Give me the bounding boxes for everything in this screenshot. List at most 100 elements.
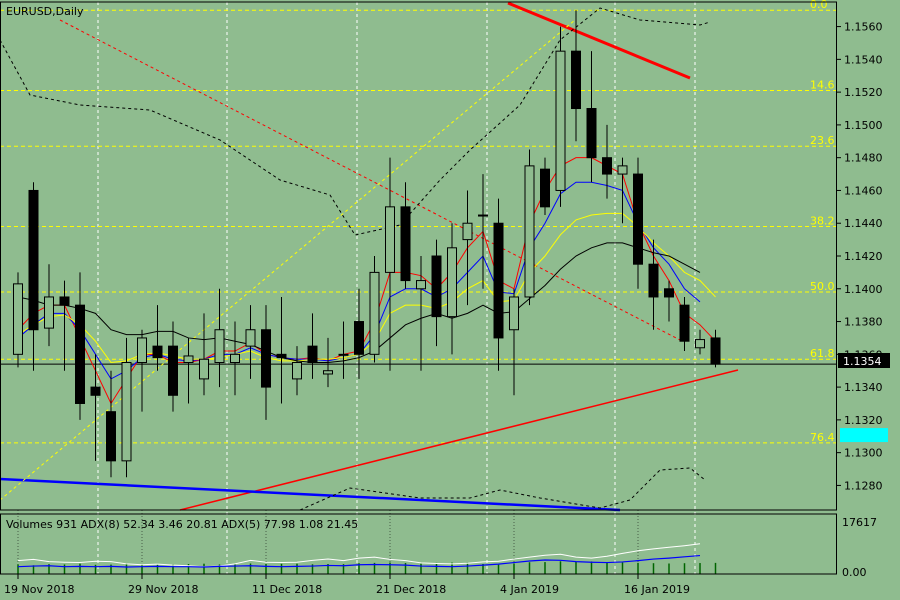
indicator-plot-frame bbox=[0, 513, 837, 575]
price-tick-label: 1.1500 bbox=[844, 119, 883, 132]
candle bbox=[571, 10, 581, 142]
price-tick-label: 1.1540 bbox=[844, 53, 883, 66]
candle bbox=[168, 321, 178, 412]
date-tick-label: 19 Nov 2018 bbox=[4, 583, 74, 596]
chart-axes: 1.1560 1.1540 1.1520 1.1500 1.1480 1.1460 1.14… bbox=[0, 1, 883, 596]
price-tick-label: 1.1520 bbox=[844, 86, 883, 99]
candle-body-bull bbox=[447, 247, 457, 318]
candle bbox=[602, 124, 612, 199]
candle bbox=[509, 288, 519, 396]
lower-envelope-line bbox=[299, 467, 706, 511]
fib-level-label: 50.0 bbox=[810, 280, 835, 293]
candle-body-bear bbox=[710, 337, 721, 365]
date-tick-label: 29 Nov 2018 bbox=[128, 583, 198, 596]
candle-body-bear bbox=[602, 157, 612, 175]
candle-body-bear bbox=[540, 168, 550, 208]
ma-red-line bbox=[17, 157, 716, 405]
candle-body-bull bbox=[524, 165, 535, 298]
candle bbox=[323, 337, 333, 388]
candle-body-bull bbox=[292, 362, 302, 380]
candle bbox=[540, 157, 550, 216]
red-resistance-line bbox=[507, 1, 691, 80]
candle bbox=[90, 354, 101, 461]
candle bbox=[617, 157, 628, 224]
fib-level-label: 23.6 bbox=[810, 134, 835, 147]
candle bbox=[276, 296, 287, 404]
price-tick-label: 1.1380 bbox=[844, 316, 883, 329]
candle-body-bear bbox=[261, 329, 271, 388]
fib-level-label: 61.8 bbox=[810, 347, 835, 360]
candle-body-bull bbox=[555, 50, 566, 191]
candle bbox=[245, 305, 256, 379]
candle bbox=[447, 223, 457, 355]
candle-body-bull bbox=[245, 329, 256, 347]
candle bbox=[695, 329, 705, 355]
date-tick-label: 21 Dec 2018 bbox=[376, 583, 446, 596]
candle-body-bear bbox=[493, 222, 504, 339]
price-tick-label: 1.1340 bbox=[844, 381, 883, 394]
candle-body-bull bbox=[338, 353, 349, 356]
date-tick-label: 11 Dec 2018 bbox=[252, 583, 322, 596]
price-tick-label: 1.1400 bbox=[844, 283, 883, 296]
candle bbox=[183, 337, 194, 404]
candlesticks bbox=[13, 10, 721, 478]
candle bbox=[338, 321, 349, 379]
candle-body-bear bbox=[633, 173, 643, 265]
candle bbox=[199, 313, 209, 396]
fib-level-label: 0.0 bbox=[810, 0, 828, 11]
indicator-title: Volumes 931 ADX(8) 52.34 3.46 20.81 ADX(… bbox=[6, 518, 358, 531]
candle-body-bull bbox=[462, 222, 473, 241]
red-support-line bbox=[179, 369, 739, 511]
price-tick-label: 1.1320 bbox=[844, 414, 883, 427]
highlight-box bbox=[840, 428, 888, 443]
candle-body-bull bbox=[121, 362, 132, 462]
candle-body-bear bbox=[90, 386, 101, 396]
candle bbox=[416, 256, 426, 371]
current-price-box bbox=[838, 353, 890, 368]
candle-body-bull bbox=[385, 206, 395, 273]
candle-body-bear bbox=[586, 108, 597, 159]
yellow-fib-diagonal bbox=[0, 19, 576, 501]
candle-body-bull bbox=[230, 353, 240, 364]
upper-envelope-line bbox=[0, 7, 711, 236]
trend-lines bbox=[0, 1, 739, 512]
candle-body-bear bbox=[276, 353, 287, 359]
candle-body-bear bbox=[648, 263, 659, 298]
adx-white-line bbox=[17, 543, 701, 568]
fib-level-label: 38.2 bbox=[810, 215, 835, 228]
candle bbox=[121, 337, 132, 478]
candle bbox=[462, 190, 473, 306]
candle bbox=[555, 26, 566, 207]
indicator-panel: 17617 0.00 bbox=[17, 516, 877, 579]
candle-body-bear bbox=[75, 304, 85, 404]
current-price-label: 1.1354 bbox=[843, 355, 882, 368]
price-tick-label: 1.1440 bbox=[844, 217, 883, 230]
candle bbox=[13, 272, 23, 368]
candle-body-bear bbox=[400, 206, 411, 282]
candle-body-bear bbox=[28, 189, 39, 331]
candle-body-bull bbox=[478, 214, 488, 217]
ma-yellow-line bbox=[17, 212, 716, 364]
fib-level-label: 76.4 bbox=[810, 431, 835, 444]
candle-body-bear bbox=[106, 411, 116, 462]
candle-body-bear bbox=[664, 288, 674, 298]
candle bbox=[664, 280, 674, 322]
candle-body-bull bbox=[416, 280, 426, 290]
candle-body-bear bbox=[168, 345, 178, 396]
indicator-bottom-label: 0.00 bbox=[842, 566, 867, 579]
candle bbox=[307, 313, 318, 379]
candle-body-bull bbox=[13, 283, 23, 355]
candle-body-bear bbox=[679, 304, 690, 342]
fib-level-label: 14.6 bbox=[810, 78, 835, 91]
candle bbox=[710, 329, 721, 368]
candle bbox=[106, 370, 116, 478]
candle bbox=[431, 239, 442, 347]
red-dashed-line bbox=[59, 19, 681, 341]
candle-body-bull bbox=[214, 329, 225, 364]
candle bbox=[152, 305, 163, 371]
candle-body-bull bbox=[509, 296, 519, 331]
adx-blue-line bbox=[17, 554, 701, 568]
candle-body-bull bbox=[183, 355, 194, 364]
fibonacci-levels: 0.0 14.6 23.6 38.2 50.0 61.8 76.4 bbox=[0, 0, 888, 444]
